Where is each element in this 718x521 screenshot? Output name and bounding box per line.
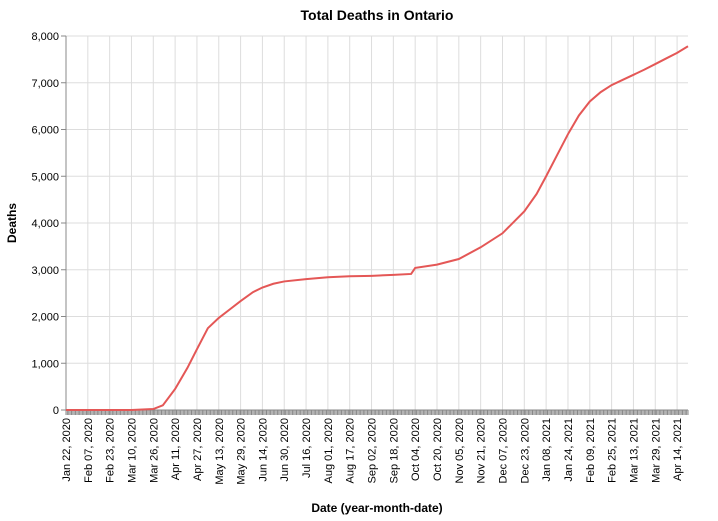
y-tick-label: 0 <box>53 405 59 417</box>
x-tick-label: May 29, 2020 <box>236 418 248 485</box>
x-axis-ticks: Jan 22, 2020 Feb 07, 2020 Feb 23, 2020 Mar … <box>61 410 684 485</box>
y-tick-label: 2,000 <box>31 312 59 324</box>
x-minor-ticks <box>65 410 689 415</box>
x-tick-label: Sep 18, 2020 <box>388 418 400 483</box>
x-tick-label: Feb 25, 2021 <box>607 418 619 483</box>
x-tick-label: Jan 08, 2021 <box>541 418 553 482</box>
x-tick-label: Nov 21, 2020 <box>476 418 488 483</box>
y-tick-label: 1,000 <box>31 358 59 370</box>
x-tick-label: Dec 07, 2020 <box>497 418 509 483</box>
x-tick-label: Feb 09, 2021 <box>585 418 597 483</box>
x-tick-label: Sep 02, 2020 <box>367 418 379 483</box>
x-tick-label: Nov 05, 2020 <box>454 418 466 483</box>
series-line-total-deaths <box>66 45 689 411</box>
x-tick-label: Jan 22, 2020 <box>61 418 73 482</box>
y-tick-label: 5,000 <box>31 171 59 183</box>
x-tick-label: Jan 24, 2021 <box>563 418 575 482</box>
x-tick-label: Oct 04, 2020 <box>410 418 422 481</box>
x-axis-title: Date (year-month-date) <box>311 501 442 515</box>
y-tick-label: 4,000 <box>31 218 59 230</box>
x-tick-label: Apr 14, 2021 <box>672 418 684 481</box>
x-tick-label: Mar 10, 2020 <box>126 418 138 483</box>
x-tick-label: Dec 23, 2020 <box>519 418 531 483</box>
x-tick-label: Jun 30, 2020 <box>279 418 291 482</box>
y-tick-label: 7,000 <box>31 78 59 90</box>
x-tick-label: Aug 01, 2020 <box>323 418 335 483</box>
x-tick-label: Oct 20, 2020 <box>432 418 444 481</box>
x-tick-label: Mar 13, 2021 <box>628 418 640 483</box>
y-tick-label: 3,000 <box>31 265 59 277</box>
x-tick-label: Apr 27, 2020 <box>192 418 204 481</box>
x-tick-label: Aug 17, 2020 <box>345 418 357 483</box>
x-tick-label: Mar 26, 2020 <box>148 418 160 483</box>
x-tick-label: Feb 23, 2020 <box>105 418 117 483</box>
x-tick-label: Feb 07, 2020 <box>83 418 95 483</box>
gridlines <box>65 35 688 411</box>
x-tick-label: Mar 29, 2021 <box>650 418 662 483</box>
y-axis-ticks: 0 1,000 2,000 3,000 4,000 5,000 6,000 7,000 8,00… <box>31 31 66 417</box>
y-tick-label: 6,000 <box>31 125 59 137</box>
x-tick-label: Apr 11, 2020 <box>170 418 182 480</box>
y-axis-title: Deaths <box>5 203 19 243</box>
x-tick-label: Jul 16, 2020 <box>301 418 313 478</box>
y-tick-label: 8,000 <box>31 31 59 43</box>
x-tick-label: May 13, 2020 <box>214 418 226 485</box>
chart-title: Total Deaths in Ontario <box>301 7 454 23</box>
x-tick-label: Jun 14, 2020 <box>257 418 269 482</box>
